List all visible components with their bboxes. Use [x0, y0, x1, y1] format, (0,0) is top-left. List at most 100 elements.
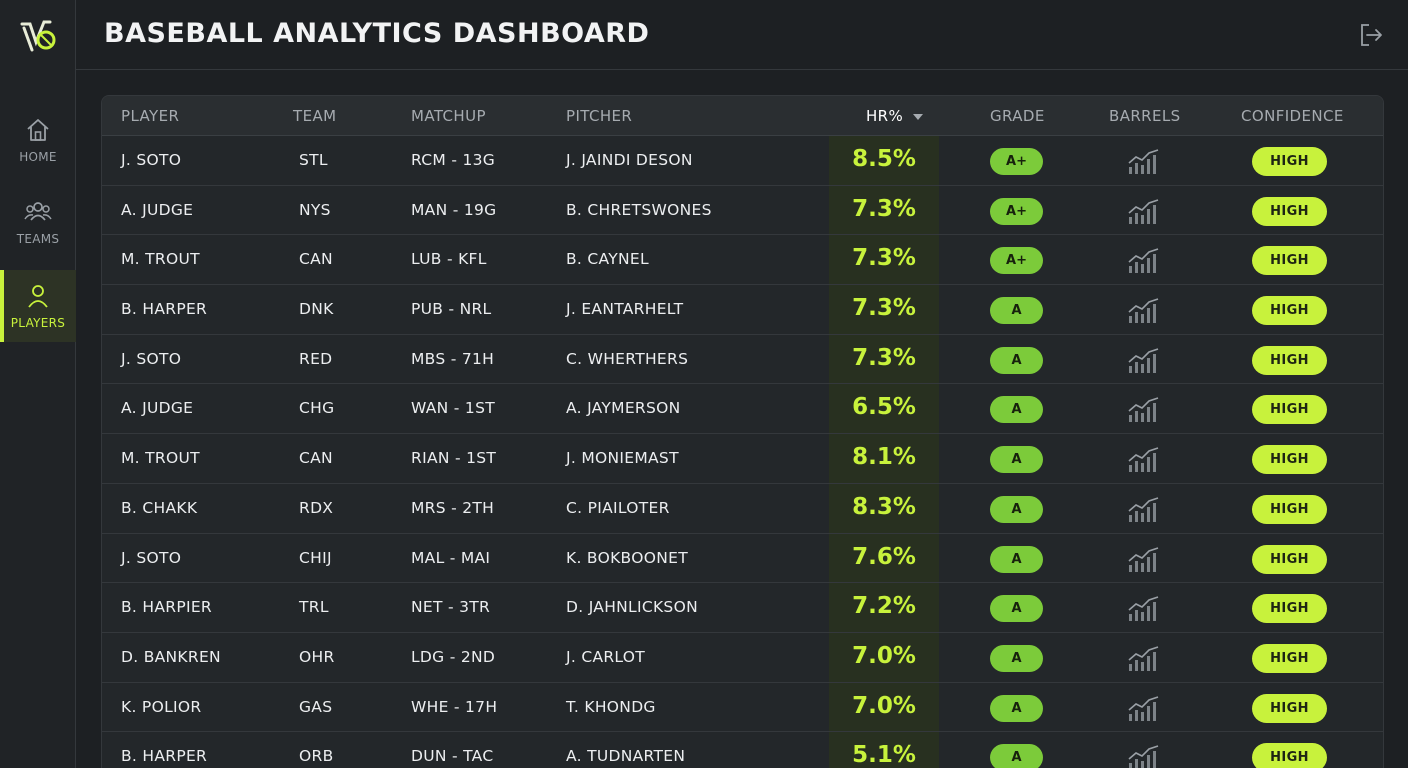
team-code: CHG — [299, 399, 335, 418]
barrels-chart-icon[interactable] — [1127, 147, 1161, 175]
table-row[interactable]: A. JUDGE NYS MAN - 19G B. CHRETSWONES 7.3% A+… — [102, 186, 1383, 236]
page-title: BASEBALL ANALYTICS DASHBOARD — [104, 18, 650, 49]
table-row[interactable]: K. POLIOR GAS WHE - 17H T. KHONDG 7.0% A HIGH — [102, 683, 1383, 733]
barrels-chart-icon[interactable] — [1127, 346, 1161, 374]
grade-badge: A — [990, 694, 1043, 722]
pitcher-name: C. PIAILOTER — [566, 498, 670, 517]
baseball-logo-icon[interactable] — [18, 16, 58, 56]
player-name[interactable]: J. SOTO — [121, 548, 182, 567]
player-name[interactable]: B. CHAKK — [121, 498, 198, 517]
column-header-grade[interactable]: GRADE — [990, 107, 1045, 125]
confidence-badge: HIGH — [1252, 246, 1327, 276]
player-name[interactable]: M. TROUT — [121, 250, 200, 269]
confidence-badge: HIGH — [1252, 395, 1327, 425]
grade-badge: A — [990, 644, 1043, 672]
barrels-chart-icon[interactable] — [1127, 743, 1161, 768]
grade-badge: A — [990, 297, 1043, 325]
column-header-hr[interactable]: HR% — [866, 107, 924, 125]
team-code: STL — [299, 151, 328, 169]
barrels-chart-icon[interactable] — [1127, 445, 1161, 473]
matchup: WAN - 1ST — [411, 399, 495, 418]
hr-percentage: 6.5% — [852, 394, 916, 421]
table-row[interactable]: B. HARPER DNK PUB - NRL J. EANTARHELT 7.3% A H… — [102, 285, 1383, 335]
player-name[interactable]: B. HARPIER — [121, 598, 212, 617]
matchup: LDG - 2ND — [411, 647, 496, 666]
matchup: MBS - 71H — [411, 349, 495, 368]
player-name[interactable]: J. SOTO — [121, 349, 182, 368]
confidence-badge: HIGH — [1252, 445, 1327, 475]
confidence-badge: HIGH — [1252, 743, 1327, 768]
team-code: OHR — [299, 647, 335, 666]
team-code: DNK — [299, 300, 334, 319]
matchup: MAN - 19G — [411, 200, 497, 219]
player-name[interactable]: B. HARPER — [121, 300, 208, 319]
table-header: PLAYER TEAM MATCHUP PITCHER HR% GRADE BA… — [102, 96, 1383, 136]
matchup: RIAN - 1ST — [411, 449, 497, 468]
hr-column-highlight — [829, 96, 939, 768]
sidebar-item-label: PLAYERS — [10, 316, 66, 330]
confidence-badge: HIGH — [1252, 296, 1327, 326]
hr-percentage: 7.3% — [852, 295, 916, 322]
matchup: RCM - 13G — [411, 151, 496, 169]
barrels-chart-icon[interactable] — [1127, 694, 1161, 722]
pitcher-name: J. EANTARHELT — [566, 300, 684, 319]
sidebar-item-label: HOME — [19, 150, 57, 164]
table-row[interactable]: B. HARPER ORB DUN - TAC A. TUDNARTEN 5.1% A HI… — [102, 732, 1383, 768]
player-name[interactable]: M. TROUT — [121, 449, 200, 468]
player-name[interactable]: K. POLIOR — [121, 697, 202, 716]
home-icon — [27, 119, 49, 141]
sidebar-item-players[interactable]: PLAYERS — [0, 270, 76, 342]
barrels-chart-icon[interactable] — [1127, 644, 1161, 672]
player-name[interactable]: J. SOTO — [121, 151, 182, 169]
sidebar-item-label: TEAMS — [16, 232, 60, 246]
pitcher-name: T. KHONDG — [566, 697, 656, 716]
column-header-confidence[interactable]: CONFIDENCE — [1241, 107, 1344, 125]
team-code: ORB — [299, 747, 334, 766]
sidebar-item-teams[interactable]: TEAMS — [0, 186, 76, 258]
barrels-chart-icon[interactable] — [1127, 197, 1161, 225]
matchup: MRS - 2TH — [411, 498, 495, 517]
column-header-team[interactable]: TEAM — [293, 107, 337, 125]
table-row[interactable]: J. SOTO RED MBS - 71H C. WHERTHERS 7.3% A HIGH — [102, 335, 1383, 385]
table-row[interactable]: B. CHAKK RDX MRS - 2TH C. PIAILOTER 8.3% A HIG… — [102, 484, 1383, 534]
column-header-pitcher[interactable]: PITCHER — [566, 107, 633, 125]
table-body: J. SOTO STL RCM - 13G J. JAINDI DESON 8.5% A+… — [102, 136, 1383, 768]
pitcher-name: A. JAYMERSON — [566, 399, 681, 418]
logout-icon[interactable] — [1358, 22, 1384, 48]
grade-badge: A — [990, 396, 1043, 424]
matchup: DUN - TAC — [411, 747, 494, 766]
table-row[interactable]: J. SOTO CHIJ MAL - MAI K. BOKBOONET 7.6% A HIG… — [102, 534, 1383, 584]
pitcher-name: B. CAYNEL — [566, 250, 649, 269]
barrels-chart-icon[interactable] — [1127, 296, 1161, 324]
player-name[interactable]: A. JUDGE — [121, 399, 194, 418]
table-row[interactable]: J. SOTO STL RCM - 13G J. JAINDI DESON 8.5% A+… — [102, 136, 1383, 186]
grade-badge: A — [990, 744, 1043, 768]
barrels-chart-icon[interactable] — [1127, 545, 1161, 573]
barrels-chart-icon[interactable] — [1127, 395, 1161, 423]
column-header-player[interactable]: PLAYER — [121, 107, 180, 125]
confidence-badge: HIGH — [1252, 594, 1327, 624]
table-row[interactable]: D. BANKREN OHR LDG - 2ND J. CARLOT 7.0% A HIGH — [102, 633, 1383, 683]
grade-badge: A — [990, 346, 1043, 374]
barrels-chart-icon[interactable] — [1127, 495, 1161, 523]
pitcher-name: C. WHERTHERS — [566, 349, 689, 368]
player-name[interactable]: D. BANKREN — [121, 647, 221, 666]
column-header-barrels[interactable]: BARRELS — [1109, 107, 1181, 125]
player-name[interactable]: B. HARPER — [121, 747, 208, 766]
pitcher-name: J. CARLOT — [566, 647, 646, 666]
table-row[interactable]: M. TROUT CAN RIAN - 1ST J. MONIEMAST 8.1% A HI… — [102, 434, 1383, 484]
barrels-chart-icon[interactable] — [1127, 246, 1161, 274]
table-row[interactable]: M. TROUT CAN LUB - KFL B. CAYNEL 7.3% A+ HIGH — [102, 235, 1383, 286]
barrels-chart-icon[interactable] — [1127, 594, 1161, 622]
table-row[interactable]: B. HARPIER TRL NET - 3TR D. JAHNLICKSON 7.2%… — [102, 583, 1383, 633]
player-name[interactable]: A. JUDGE — [121, 200, 194, 219]
confidence-badge: HIGH — [1252, 544, 1327, 574]
pitcher-name: B. CHRETSWONES — [566, 200, 712, 219]
column-header-matchup[interactable]: MATCHUP — [411, 107, 486, 125]
sidebar-item-home[interactable]: HOME — [0, 104, 76, 176]
team-code: TRL — [299, 598, 329, 617]
table-row[interactable]: A. JUDGE CHG WAN - 1ST A. JAYMERSON 6.5% A HIG… — [102, 384, 1383, 435]
hr-percentage: 8.1% — [852, 444, 916, 471]
grade-badge: A — [990, 545, 1043, 573]
players-table: PLAYER TEAM MATCHUP PITCHER HR% GRADE BA… — [101, 95, 1384, 768]
